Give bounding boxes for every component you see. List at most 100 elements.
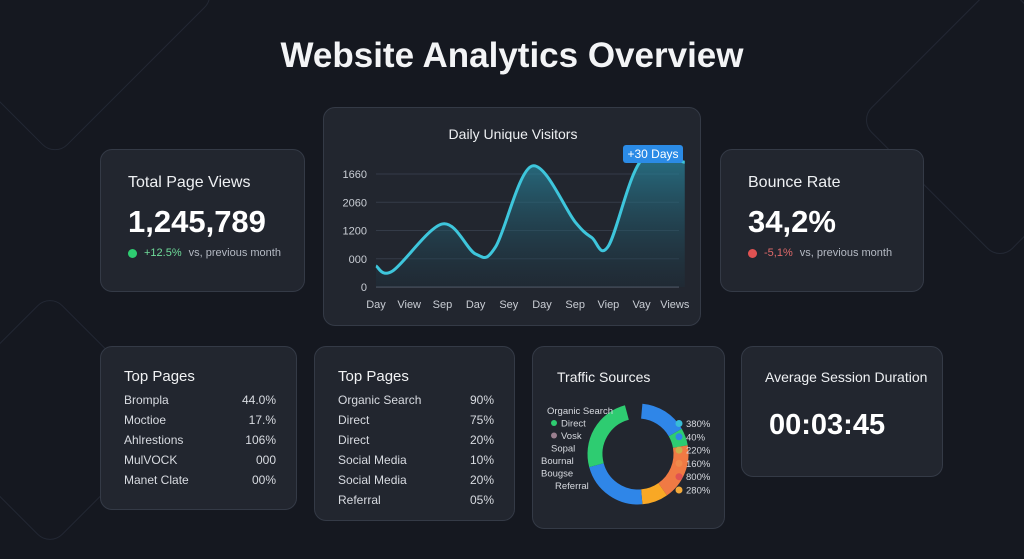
- x-tick-label: Views: [660, 299, 690, 311]
- delta-text: vs, previous month: [188, 247, 281, 259]
- delta-value: +12.5%: [144, 247, 182, 259]
- row-value: 75%: [469, 413, 494, 427]
- legend-value: 380%: [686, 419, 711, 430]
- y-tick-label: 000: [349, 254, 367, 266]
- list-row[interactable]: Social Media 10%: [338, 453, 494, 473]
- legend-dot-icon: [675, 473, 683, 481]
- donut-segment[interactable]: [640, 482, 667, 505]
- range-badge[interactable]: [623, 145, 683, 163]
- list-row[interactable]: Social Media 20%: [338, 473, 494, 493]
- background-decoration: [0, 0, 218, 158]
- row-value: 17.%: [248, 413, 276, 427]
- chart-title: Daily Unique Visitors: [449, 126, 578, 142]
- legend-dot-icon: [551, 420, 557, 426]
- y-tick-label: 2060: [343, 197, 367, 209]
- legend-label: Bournal: [541, 456, 574, 467]
- traffic-sources-card: Traffic Sources Organic Search Direct Vosk…: [532, 346, 725, 529]
- up-status-dot-icon: [128, 248, 137, 258]
- row-value: 106%: [245, 433, 276, 447]
- row-label: Organic Search: [338, 393, 422, 407]
- area-fill: [376, 154, 685, 287]
- legend-value: 280%: [686, 486, 711, 497]
- legend-dot-icon: [551, 432, 557, 439]
- kpi-value: 1,245,789: [128, 204, 266, 239]
- row-label: Ahlrestions: [124, 433, 184, 447]
- row-label: Referral: [338, 493, 381, 507]
- range-badge-label: +30 Days: [627, 147, 678, 161]
- y-tick-label: 0: [361, 282, 367, 294]
- list-row[interactable]: MulVOCK 000: [124, 453, 276, 473]
- list-row[interactable]: Referral 05%: [338, 493, 494, 513]
- legend-value: 40%: [686, 432, 706, 443]
- row-label: Direct: [338, 433, 370, 447]
- series-line: [375, 152, 686, 275]
- daily-visitors-chart: Daily Unique Visitors 0000120020601660Da…: [343, 126, 690, 311]
- list-row[interactable]: Direct 75%: [338, 413, 494, 433]
- top-pages-card-2: Top Pages Organic Search 90% Direct 75% Dire…: [314, 346, 515, 521]
- x-tick-label: Day: [366, 299, 386, 311]
- legend-label: Bougse: [541, 469, 573, 480]
- x-tick-label: Sey: [499, 299, 518, 311]
- x-tick-label: Sep: [433, 299, 453, 311]
- row-value: 44.0%: [241, 393, 276, 407]
- legend-label: Vosk: [561, 431, 582, 442]
- row-label: Brompla: [124, 393, 169, 407]
- daily-visitors-chart-card: Daily Unique Visitors 0 000 1200 2060 1660 Da…: [323, 107, 701, 326]
- kpi-value: 00:03:45: [769, 409, 886, 441]
- legend-value: 160%: [686, 459, 711, 470]
- list-row[interactable]: Organic Search 90%: [338, 393, 494, 413]
- top-pages-card-1: Top Pages Brompla 44.0% Moctioe 17.% Ahlrest…: [100, 346, 297, 510]
- kpi-delta: -5,1% vs, previous month: [748, 247, 892, 259]
- row-value: 10%: [469, 453, 494, 467]
- row-label: Direct: [338, 413, 370, 427]
- row-value: 90%: [469, 393, 494, 407]
- kpi-title: Bounce Rate: [748, 174, 841, 191]
- legend-dot-icon: [675, 433, 683, 441]
- list-row[interactable]: Brompla 44.0%: [124, 393, 276, 413]
- kpi-title: Total Page Views: [128, 174, 251, 191]
- row-label: Manet Clate: [124, 473, 189, 487]
- session-duration-card: Average Session Duration 00:03:45: [741, 346, 943, 477]
- donut-segment[interactable]: [589, 462, 643, 505]
- y-tick-label: 1660: [343, 169, 367, 181]
- top-pages-list: Brompla 44.0% Moctioe 17.% Ahlrestions 106% Mu…: [124, 393, 276, 493]
- card-title: Top Pages: [124, 368, 195, 385]
- x-tick-label: Vay: [633, 299, 652, 311]
- total-page-views-card: Total Page Views 1,245,789 +12.5% vs, pre…: [100, 149, 305, 292]
- x-tick-label: Sep: [565, 299, 585, 311]
- traffic-sources-donut: Traffic Sources Organic Search DirectVosk…: [541, 369, 711, 505]
- row-value: 20%: [469, 433, 494, 447]
- list-row[interactable]: Moctioe 17.%: [124, 413, 276, 433]
- row-label: Social Media: [338, 453, 407, 467]
- row-value: 20%: [469, 473, 494, 487]
- top-pages-list: Organic Search 90% Direct 75% Direct 20% Socia…: [338, 393, 494, 513]
- donut-segment[interactable]: [587, 405, 630, 468]
- row-value: 00%: [251, 473, 276, 487]
- legend-dot-icon: [675, 459, 683, 467]
- list-row[interactable]: Ahlrestions 106%: [124, 433, 276, 453]
- legend-value: 220%: [686, 446, 711, 457]
- donut-segment[interactable]: [640, 403, 682, 437]
- x-tick-label: View: [397, 299, 421, 311]
- delta-value: -5,1%: [764, 247, 793, 259]
- row-label: Social Media: [338, 473, 407, 487]
- kpi-value: 34,2%: [748, 204, 836, 239]
- page-title: Website Analytics Overview: [280, 36, 744, 75]
- bounce-rate-card: Bounce Rate 34,2% -5,1% vs, previous mont…: [720, 149, 924, 292]
- row-label: Moctioe: [124, 413, 167, 427]
- legend-label: Organic Search: [547, 406, 613, 417]
- legend-value: 800%: [686, 472, 711, 483]
- kpi-delta: +12.5% vs, previous month: [128, 247, 281, 259]
- card-title: Traffic Sources: [557, 369, 650, 385]
- legend-dot-icon: [675, 420, 683, 427]
- kpi-title: Average Session Duration: [765, 369, 928, 385]
- x-tick-label: Day: [466, 299, 486, 311]
- card-title: Top Pages: [338, 368, 409, 385]
- legend-dot-icon: [675, 486, 683, 494]
- row-label: MulVOCK: [124, 453, 178, 467]
- legend-label: Sopal: [551, 444, 575, 455]
- legend-dot-icon: [675, 446, 683, 454]
- row-value: 05%: [469, 493, 494, 507]
- list-row[interactable]: Manet Clate 00%: [124, 473, 276, 493]
- list-row[interactable]: Direct 20%: [338, 433, 494, 453]
